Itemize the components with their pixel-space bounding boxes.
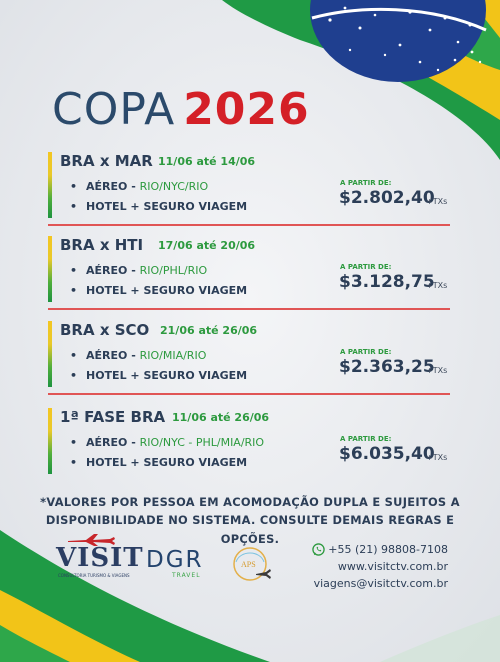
- title-year: 2026: [183, 84, 310, 135]
- air-route: RIO/NYC - PHL/MIA/RIO: [139, 436, 265, 449]
- disclaimer-line: DISPONIBILIDADE NO SISTEMA. CONSULTE DEM…: [45, 513, 455, 546]
- air-item: • AÉREO - RIO/PHL/RIO: [70, 264, 207, 277]
- package-card: 1ª FASE BRA 11/06 até 26/06 • AÉREO - RIO…: [48, 408, 450, 484]
- air-label: AÉREO -: [86, 436, 140, 449]
- bullet-icon: •: [70, 200, 78, 213]
- hotel-label: HOTEL + SEGURO VIAGEM: [86, 284, 248, 297]
- taxes-label: +TXs: [426, 453, 448, 462]
- email-link[interactable]: viagens@visitctv.com.br: [313, 577, 448, 590]
- aps-logo: APS: [230, 544, 272, 586]
- price-from-label: A PARTIR DE:: [340, 348, 392, 356]
- air-label: AÉREO -: [86, 349, 140, 362]
- visit-logo-tagline: CONSULTORIA TURISMO & VIAGENS: [58, 573, 130, 578]
- bullet-icon: •: [70, 284, 78, 297]
- hotel-item: • HOTEL + SEGURO VIAGEM: [70, 284, 247, 297]
- website-link[interactable]: www.visitctv.com.br: [337, 560, 448, 573]
- bullet-icon: •: [70, 264, 78, 277]
- taxes-label: +TXs: [426, 197, 448, 206]
- package-dates: 17/06 até 20/06: [158, 239, 256, 252]
- price-value: $2.802,40: [339, 188, 435, 208]
- card-accent-bar: [48, 236, 52, 302]
- package-card: BRA x MAR 11/06 até 14/06 • AÉREO - RIO/N…: [48, 152, 450, 228]
- hotel-item: • HOTEL + SEGURO VIAGEM: [70, 456, 247, 469]
- package-name: BRA x MAR: [60, 152, 153, 170]
- taxes-label: +TXs: [426, 366, 448, 375]
- air-label: AÉREO -: [86, 264, 140, 277]
- divider-line: [48, 393, 450, 395]
- price-from-label: A PARTIR DE:: [340, 179, 392, 187]
- disclaimer-line: *VALORES POR PESSOA EM ACOMODAÇÃO DUPLA …: [40, 495, 460, 509]
- visit-logo-word: VISIT: [56, 543, 144, 573]
- package-card: BRA x HTI 17/06 até 20/06 • AÉREO - RIO/P…: [48, 236, 450, 312]
- taxes-label: +TXs: [426, 281, 448, 290]
- card-accent-bar: [48, 408, 52, 474]
- hotel-label: HOTEL + SEGURO VIAGEM: [86, 369, 248, 382]
- bullet-icon: •: [70, 180, 78, 193]
- air-route: RIO/PHL/RIO: [139, 264, 208, 277]
- package-dates: 21/06 até 26/06: [160, 324, 258, 337]
- hotel-item: • HOTEL + SEGURO VIAGEM: [70, 200, 247, 213]
- price-from-label: A PARTIR DE:: [340, 435, 392, 443]
- divider-line: [48, 308, 450, 310]
- hotel-label: HOTEL + SEGURO VIAGEM: [86, 456, 248, 469]
- visit-logo: VISIT CONSULTORIA TURISMO & VIAGENS: [56, 533, 143, 583]
- package-name: 1ª FASE BRA: [60, 408, 166, 426]
- price-value: $6.035,40: [339, 444, 435, 464]
- title-word: COPA: [52, 84, 176, 135]
- airplane-icon: [68, 534, 115, 546]
- disclaimer: *VALORES POR PESSOA EM ACOMODAÇÃO DUPLA …: [20, 493, 480, 548]
- package-dates: 11/06 até 26/06: [172, 411, 270, 424]
- card-accent-bar: [48, 152, 52, 218]
- dgr-logo-word: DGR: [146, 547, 204, 573]
- bullet-icon: •: [70, 369, 78, 382]
- price-value: $2.363,25: [339, 357, 435, 377]
- package-name: BRA x HTI: [60, 236, 144, 254]
- card-accent-bar: [48, 321, 52, 387]
- whatsapp-icon: [312, 543, 325, 556]
- page-title: COPA 2026: [52, 88, 310, 132]
- phone-row: +55 (21) 98808-7108: [312, 543, 448, 560]
- package-name: BRA x SCO: [60, 321, 150, 339]
- air-item: • AÉREO - RIO/NYC - PHL/MIA/RIO: [70, 436, 264, 449]
- contact-block: +55 (21) 98808-7108 www.visitctv.com.br …: [312, 543, 448, 594]
- bullet-icon: •: [70, 436, 78, 449]
- dgr-logo-sub: TRAVEL: [172, 572, 201, 579]
- package-dates: 11/06 até 14/06: [158, 155, 256, 168]
- dgr-logo: DGR TRAVEL: [146, 545, 216, 581]
- bullet-icon: •: [70, 349, 78, 362]
- air-item: • AÉREO - RIO/NYC/RIO: [70, 180, 208, 193]
- price-from-label: A PARTIR DE:: [340, 263, 392, 271]
- aps-logo-word: APS: [241, 560, 256, 569]
- package-card: BRA x SCO 21/06 até 26/06 • AÉREO - RIO/M…: [48, 321, 450, 397]
- divider-line: [48, 224, 450, 226]
- bullet-icon: •: [70, 456, 78, 469]
- air-item: • AÉREO - RIO/MIA/RIO: [70, 349, 206, 362]
- price-value: $3.128,75: [339, 272, 435, 292]
- hotel-item: • HOTEL + SEGURO VIAGEM: [70, 369, 247, 382]
- phone-number[interactable]: +55 (21) 98808-7108: [328, 543, 448, 556]
- air-label: AÉREO -: [86, 180, 140, 193]
- airplane-icon: [256, 569, 271, 579]
- air-route: RIO/MIA/RIO: [139, 349, 207, 362]
- hotel-label: HOTEL + SEGURO VIAGEM: [86, 200, 248, 213]
- air-route: RIO/NYC/RIO: [139, 180, 209, 193]
